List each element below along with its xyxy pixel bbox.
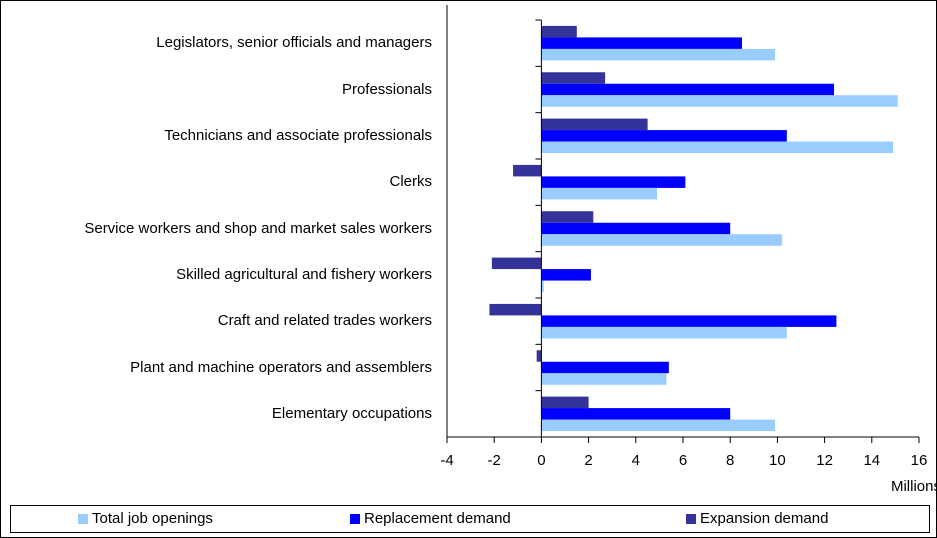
y-tick-text: Plant and machine operators and assemble…	[130, 358, 432, 376]
bar	[513, 164, 542, 177]
bar	[541, 211, 594, 223]
y-tick-label: Service workers and shop and market sale…	[12, 220, 432, 238]
bar	[541, 280, 544, 293]
bar	[541, 118, 648, 131]
bar	[541, 95, 898, 107]
bar	[541, 187, 658, 200]
bar	[541, 130, 787, 142]
legend-swatch	[350, 514, 360, 524]
legend-label: Replacement demand	[364, 510, 511, 527]
x-tick-label: -2	[488, 452, 501, 469]
y-tick-label: Technicians and associate professionals	[12, 127, 432, 145]
bar	[541, 408, 731, 420]
x-tick-label: 12	[816, 452, 833, 469]
y-tick-label: Professionals	[12, 81, 432, 99]
x-tick-label: 16	[911, 452, 928, 469]
legend-box	[10, 505, 930, 533]
y-tick-label: Elementary occupations	[12, 405, 432, 423]
bar	[541, 234, 783, 246]
x-axis-label: Millions	[891, 478, 937, 495]
y-tick-label: Plant and machine operators and assemble…	[12, 359, 432, 377]
y-tick-label: Skilled agricultural and fishery workers	[12, 266, 432, 284]
y-tick-text: Professionals	[341, 80, 432, 98]
bar	[491, 257, 542, 270]
legend-swatch	[686, 514, 696, 524]
y-tick-text: Service workers and shop and market sale…	[84, 219, 432, 237]
bar	[541, 373, 667, 385]
bar	[541, 83, 835, 96]
bar	[541, 72, 606, 84]
y-tick-text: Clerks	[389, 173, 432, 191]
x-tick-label: 0	[537, 452, 545, 469]
x-tick-label: 14	[863, 452, 880, 469]
y-tick-label: Legislators, senior officials and manage…	[12, 34, 432, 52]
bar	[541, 141, 894, 154]
x-tick-label: 10	[769, 452, 786, 469]
bar	[541, 419, 776, 432]
y-tick-text: Technicians and associate professionals	[164, 126, 432, 144]
x-tick-label: 8	[726, 452, 734, 469]
bar	[541, 269, 591, 281]
bar	[541, 361, 669, 374]
y-tick-text: Elementary occupations	[271, 404, 432, 422]
y-tick-label: Clerks	[12, 173, 432, 191]
legend-label: Expansion demand	[700, 510, 828, 527]
bar	[541, 222, 731, 235]
x-tick-label: 4	[632, 452, 640, 469]
bar	[541, 396, 589, 409]
x-tick-label: -4	[440, 452, 453, 469]
legend-swatch	[78, 514, 88, 524]
x-tick-label: 6	[679, 452, 687, 469]
bar	[489, 303, 542, 316]
bar	[541, 37, 742, 49]
x-tick-label: 2	[584, 452, 592, 469]
y-tick-label: Craft and related trades workers	[12, 312, 432, 330]
legend-label: Total job openings	[92, 510, 213, 527]
bar	[541, 315, 837, 327]
bar	[541, 326, 787, 339]
y-tick-text: Skilled agricultural and fishery workers	[176, 265, 432, 283]
bar	[541, 25, 577, 38]
y-tick-text: Legislators, senior officials and manage…	[156, 34, 432, 52]
y-tick-text: Craft and related trades workers	[217, 312, 432, 330]
bar	[541, 176, 686, 188]
bar	[541, 48, 776, 61]
bar	[536, 350, 542, 362]
